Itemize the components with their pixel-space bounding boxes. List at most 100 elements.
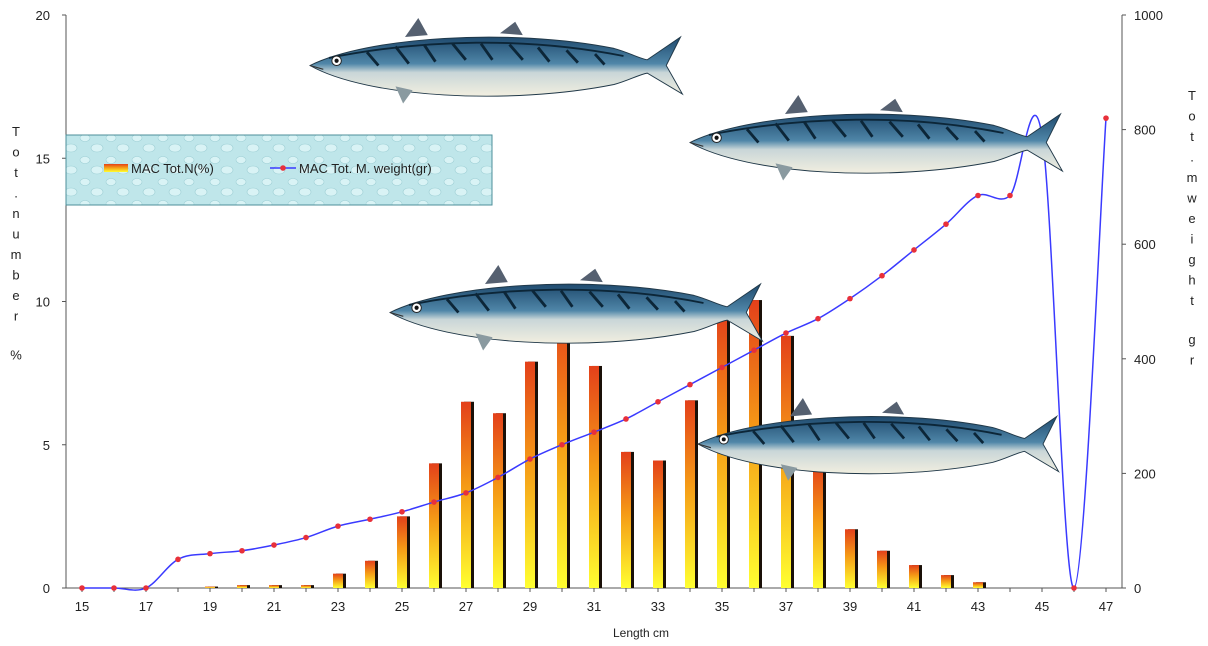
x-tick-label: 31 [587, 599, 601, 614]
axis-title-letter: . [14, 186, 18, 201]
y-right-tick-label: 200 [1134, 466, 1156, 481]
y-left-tick-label: 15 [36, 151, 50, 166]
x-tick-label: 39 [843, 599, 857, 614]
x-tick-label: 41 [907, 599, 921, 614]
y-right-tick-label: 1000 [1134, 8, 1163, 23]
weight-point [335, 523, 341, 529]
bar [269, 585, 279, 588]
weight-point [271, 542, 277, 548]
weight-point [879, 273, 885, 279]
bar [525, 362, 535, 588]
bar [493, 413, 503, 588]
bar [653, 461, 663, 588]
weight-point [719, 365, 725, 371]
x-tick-label: 33 [651, 599, 665, 614]
axis-title-letter: r [1190, 352, 1195, 367]
y-left-tick-label: 0 [43, 581, 50, 596]
weight-point [815, 316, 821, 322]
axis-title-letter: g [1188, 332, 1195, 347]
x-tick-label: 17 [139, 599, 153, 614]
weight-point [207, 551, 213, 557]
y-right-tick-label: 600 [1134, 237, 1156, 252]
bar [205, 587, 215, 588]
bar [973, 582, 983, 588]
axis-title-letter: r [14, 309, 19, 324]
legend: MAC Tot.N(%) MAC Tot. M. weight(gr) [66, 135, 492, 205]
axis-title-letter: i [1191, 232, 1194, 247]
weight-point [527, 456, 533, 462]
x-tick-label: 27 [459, 599, 473, 614]
axis-title-letter: T [12, 124, 20, 139]
axis-title-letter: o [1188, 109, 1195, 124]
weight-point [463, 490, 469, 496]
x-tick-label: 23 [331, 599, 345, 614]
x-tick-label: 45 [1035, 599, 1049, 614]
weight-point [143, 585, 149, 591]
y-left-tick-label: 10 [36, 295, 50, 310]
weight-point [431, 499, 437, 505]
bar [909, 565, 919, 588]
bar [813, 465, 823, 588]
axis-title-letter: u [12, 227, 19, 242]
legend-label-bars: MAC Tot.N(%) [131, 161, 214, 176]
weight-point [655, 399, 661, 405]
weight-point [591, 429, 597, 435]
y-right-tick-label: 400 [1134, 352, 1156, 367]
weight-point [399, 509, 405, 515]
axis-title-letter: w [1186, 191, 1197, 206]
y-left-tick-label: 20 [36, 8, 50, 23]
bar [333, 574, 343, 588]
x-tick-label: 47 [1099, 599, 1113, 614]
bar [301, 585, 311, 588]
axis-title-letter: T [1188, 88, 1196, 103]
bar [845, 529, 855, 588]
x-tick-label: 29 [523, 599, 537, 614]
y-right-tick-label: 800 [1134, 123, 1156, 138]
bar [589, 366, 599, 588]
axis-title-letter: b [12, 268, 19, 283]
axis-title-letter: n [12, 206, 19, 221]
bar [685, 400, 695, 588]
weight-point [783, 330, 789, 336]
bar [621, 452, 631, 588]
legend-bar-swatch [104, 164, 128, 172]
bar [941, 575, 951, 588]
axis-title-letter: g [1188, 252, 1195, 267]
axis-title-letter: o [12, 145, 19, 160]
axis-title-letter: e [1188, 211, 1195, 226]
bar [877, 551, 887, 588]
axis-title-letter: . [1190, 150, 1194, 165]
bar [429, 463, 439, 588]
bar [365, 561, 375, 588]
legend-label-line: MAC Tot. M. weight(gr) [299, 161, 432, 176]
axis-title-letter: t [1190, 129, 1194, 144]
axis-title-letter: % [10, 347, 22, 362]
weight-point [239, 548, 245, 554]
weight-point [495, 475, 501, 481]
weight-point [943, 221, 949, 227]
axis-title-letter: m [11, 247, 22, 262]
bar [237, 585, 247, 588]
axis-title-letter: t [1190, 293, 1194, 308]
bar [397, 516, 407, 588]
x-tick-label: 19 [203, 599, 217, 614]
weight-point [303, 535, 309, 541]
weight-point [175, 557, 181, 563]
weight-point [559, 442, 565, 448]
y-left-tick-label: 5 [43, 438, 50, 453]
axis-title-letter: t [14, 165, 18, 180]
axis-title-letter: h [1188, 273, 1195, 288]
y-right-tick-label: 0 [1134, 581, 1141, 596]
weight-point [111, 585, 117, 591]
x-tick-label: 25 [395, 599, 409, 614]
legend-line-marker [280, 165, 286, 171]
weight-point [79, 585, 85, 591]
x-tick-label: 35 [715, 599, 729, 614]
weight-point [623, 416, 629, 422]
weight-point [1007, 193, 1013, 199]
weight-point [751, 347, 757, 353]
bar [557, 313, 567, 588]
